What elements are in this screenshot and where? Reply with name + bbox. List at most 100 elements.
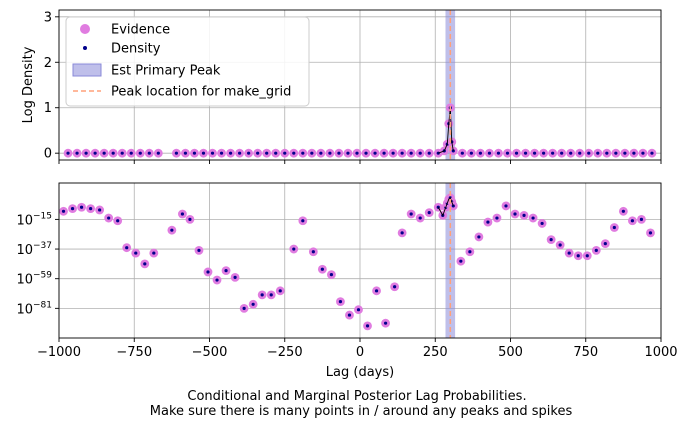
- x-tick-label: 1000: [644, 345, 677, 360]
- x-tick-label: −250: [267, 345, 303, 360]
- density-point: [594, 248, 598, 252]
- density-line: [438, 107, 454, 154]
- density-point: [400, 231, 404, 235]
- density-point: [650, 151, 654, 155]
- density-point: [504, 204, 508, 208]
- density-point: [648, 231, 653, 235]
- density-point: [120, 151, 124, 155]
- x-tick-label: −500: [192, 345, 228, 360]
- legend-label: Peak location for make_grid: [111, 85, 291, 100]
- density-point: [274, 151, 278, 155]
- density-point: [233, 275, 237, 279]
- density-point: [576, 254, 580, 258]
- density-point: [89, 207, 93, 211]
- density-point: [409, 151, 413, 155]
- density-point: [549, 238, 553, 242]
- density-point: [365, 324, 370, 328]
- density-point: [639, 217, 644, 221]
- y-tick-label: 10−59: [16, 271, 52, 288]
- density-point: [269, 293, 273, 297]
- density-point: [174, 151, 178, 155]
- density-point: [311, 250, 315, 254]
- density-point: [238, 151, 242, 155]
- density-point: [567, 251, 571, 255]
- density-point: [578, 151, 582, 155]
- density-point: [558, 243, 562, 247]
- density-point: [251, 302, 255, 306]
- density-point: [374, 289, 379, 293]
- density-point: [587, 151, 591, 155]
- density-point: [197, 248, 201, 252]
- density-point: [301, 219, 305, 223]
- density-point: [514, 151, 519, 155]
- density-point: [621, 209, 625, 213]
- density-point: [319, 151, 323, 155]
- density-point: [79, 205, 84, 209]
- density-point: [143, 262, 147, 266]
- density-point: [84, 151, 88, 155]
- density-point: [70, 207, 75, 211]
- top-density-curve: [438, 107, 454, 154]
- density-point: [301, 151, 305, 155]
- density-point: [355, 151, 359, 155]
- y-tick-label: 10−81: [16, 300, 52, 317]
- density-point: [111, 151, 115, 155]
- density-point: [487, 151, 492, 155]
- density-point: [206, 270, 210, 274]
- density-point: [152, 251, 156, 255]
- y-tick-label: 2: [44, 56, 52, 71]
- density-point: [383, 321, 388, 325]
- density-point: [418, 151, 422, 155]
- density-point: [551, 151, 555, 155]
- density-point: [496, 151, 501, 155]
- density-point: [292, 151, 296, 155]
- density-point: [61, 209, 66, 213]
- density-point: [210, 151, 215, 155]
- bottom-points: [59, 193, 655, 331]
- density-point: [107, 216, 111, 220]
- density-point: [66, 151, 70, 155]
- density-point: [292, 247, 296, 251]
- density-point: [183, 151, 188, 155]
- density-point: [134, 251, 138, 255]
- density-point: [596, 151, 600, 155]
- density-point: [459, 259, 463, 263]
- density-point: [532, 151, 537, 155]
- top-y-axis-label: Log Density: [21, 46, 36, 123]
- density-point: [338, 300, 343, 304]
- density-line: [437, 197, 454, 217]
- density-point: [278, 289, 282, 293]
- density-point: [116, 219, 120, 223]
- x-tick-label: 500: [498, 345, 523, 360]
- density-point: [427, 211, 431, 215]
- y-tick-label: 10−15: [16, 211, 52, 228]
- density-point: [391, 151, 395, 155]
- density-point: [265, 151, 269, 155]
- top-y-ticks: 0 1 2 3: [44, 10, 662, 164]
- density-point: [495, 216, 499, 220]
- density-point: [523, 151, 528, 155]
- legend: Evidence Density Est Primary Peak Peak loca…: [65, 16, 310, 107]
- y-tick-label: 0: [44, 147, 52, 162]
- density-point: [180, 212, 185, 216]
- density-point: [138, 151, 142, 155]
- density-point: [125, 246, 129, 250]
- legend-evidence-marker: [80, 24, 90, 34]
- top-points: [63, 103, 657, 158]
- density-point: [129, 151, 133, 155]
- density-point: [320, 267, 324, 271]
- density-point: [328, 151, 332, 155]
- bottom-x-ticks: −1000 −750 −500 −250 0 250 500 750 1000: [37, 338, 678, 360]
- density-point: [260, 293, 264, 297]
- density-point: [75, 151, 79, 155]
- density-point: [247, 151, 251, 155]
- peak-band: [445, 183, 456, 338]
- x-tick-label: 0: [356, 345, 364, 360]
- density-point: [201, 151, 206, 155]
- density-point: [486, 220, 490, 224]
- legend-label: Est Primary Peak: [111, 64, 221, 79]
- density-point: [477, 235, 481, 239]
- density-point: [98, 208, 102, 212]
- bottom-peak-band: [445, 183, 456, 338]
